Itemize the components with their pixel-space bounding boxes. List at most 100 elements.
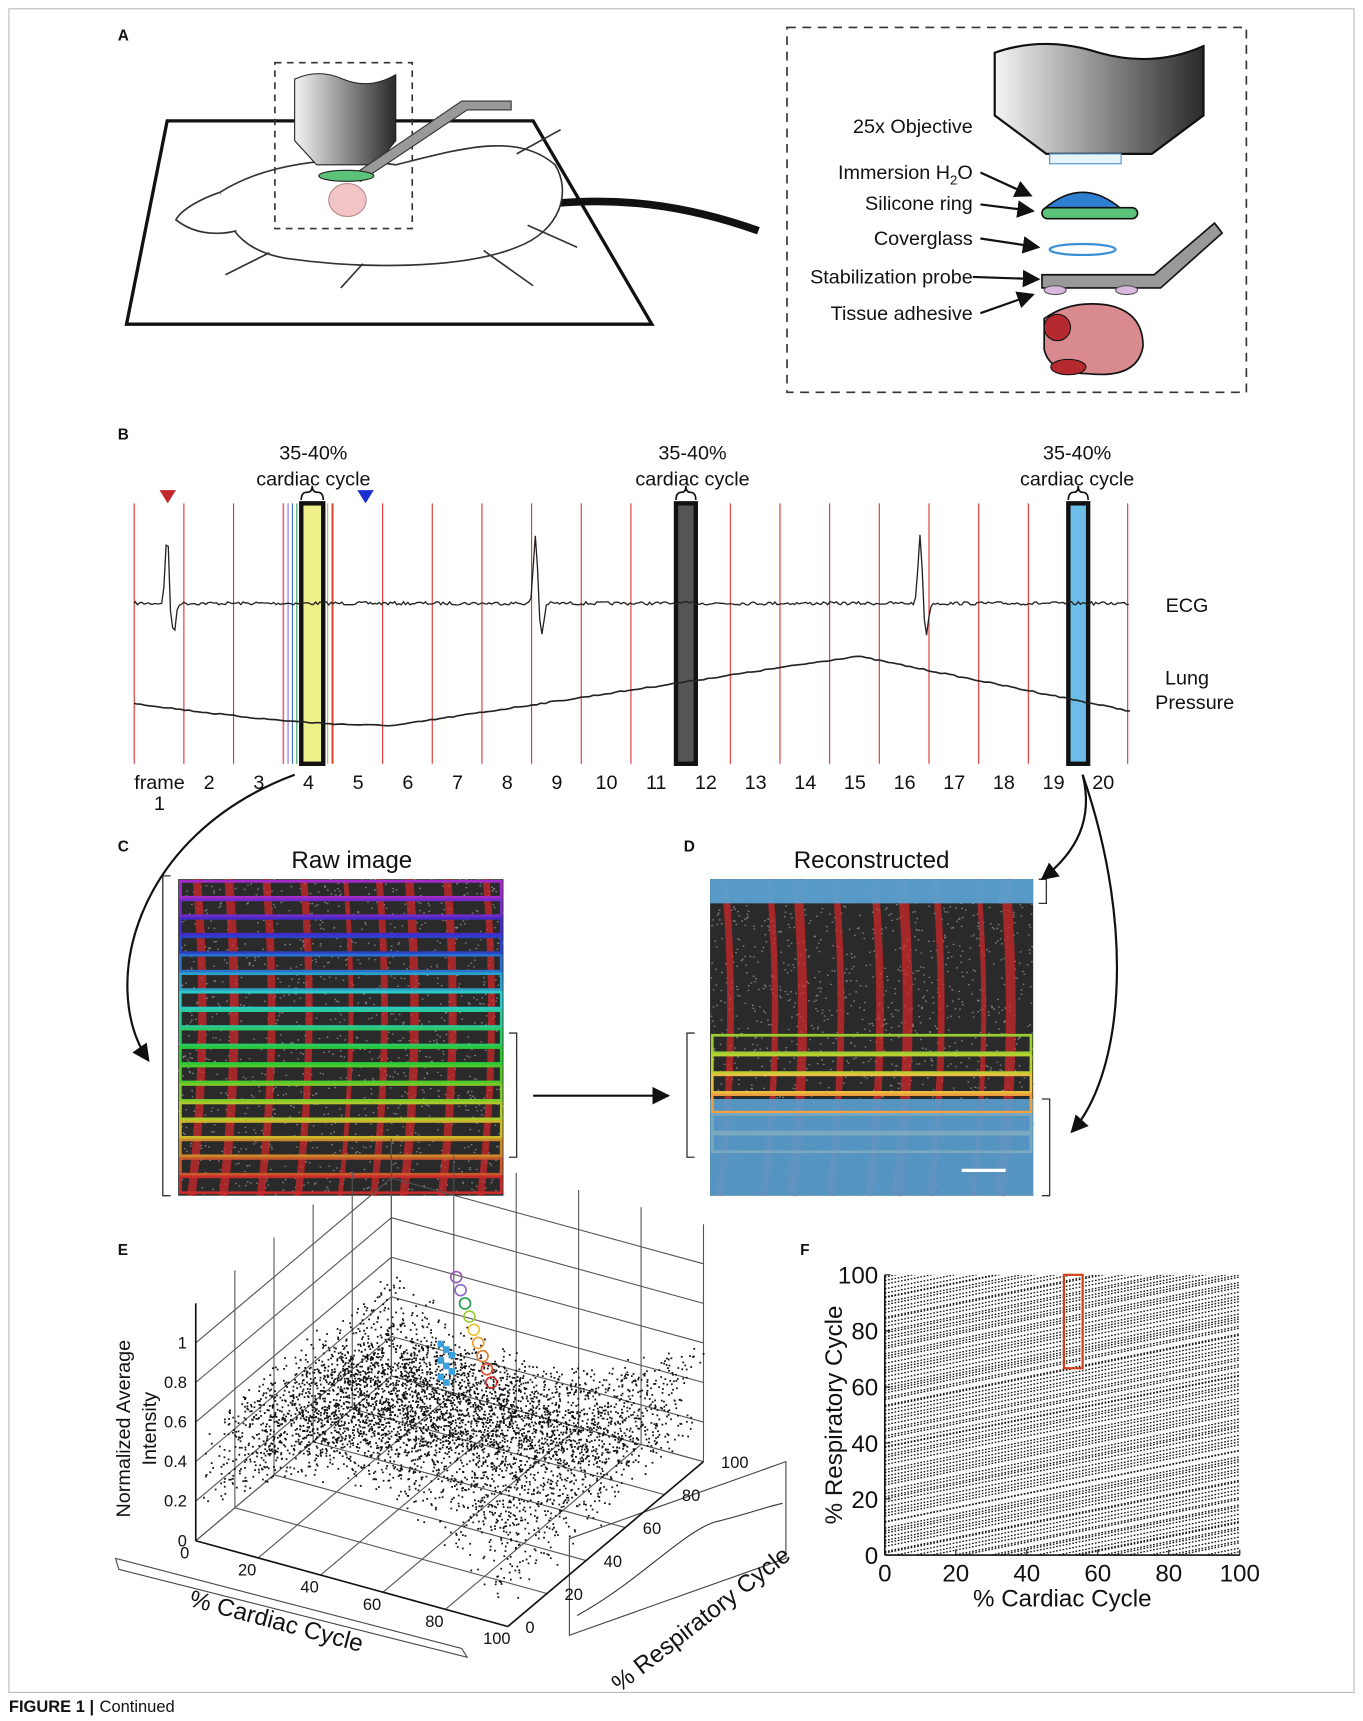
sampling-line [885,1193,1240,1264]
sampling-line [885,1203,1240,1274]
reconstructed-fill [710,879,1033,903]
z-tick-label: 0.2 [164,1493,187,1511]
label-arrows [973,173,1039,314]
x-tick-label: 60 [363,1596,381,1614]
z-tick-label: 1 [178,1334,187,1352]
window-sample [449,1352,456,1359]
z-axis-title: Normalized Average [113,1340,135,1518]
scatter-3d: 02040608010002040608010000.20.40.60.81% … [113,1139,796,1698]
grid-line [196,1218,392,1383]
sampling-line [885,1262,1240,1333]
panel-title: Reconstructed [794,847,950,874]
caption-text: Continued [100,1698,175,1716]
y-tick-label: 40 [851,1431,878,1458]
grid-line [274,1475,586,1561]
panel-label: F [800,1242,809,1259]
figure: A 25x Objective Immersion H2O Silicone r… [0,0,1363,1721]
window-sample [477,1351,488,1362]
frame-number: 4 [303,772,314,794]
y-tick-label: 80 [851,1319,878,1346]
grid-line [313,1442,625,1528]
frame-number: 16 [894,772,916,794]
frame-number: 3 [253,772,264,794]
adhesive-dot [1044,286,1066,295]
z-tick-label: 0 [178,1532,187,1550]
window-label: 35-40% [658,442,726,464]
sampling-line [885,1646,1240,1717]
grid-line [196,1178,392,1343]
coverglass [1050,244,1116,255]
heart-small [329,184,366,217]
sampling-line [885,1196,1240,1267]
marker-blue [357,490,373,503]
frame-number: 1 [154,793,165,815]
z-tick-label: 0.8 [164,1374,187,1392]
sampling-line [885,1606,1240,1677]
sampling-line [885,1442,1240,1513]
frame-number: 14 [794,772,816,794]
sampling-line [885,1514,1240,1585]
sampling-line [885,1186,1240,1257]
window-sample [443,1379,450,1386]
sampling-line [885,1226,1240,1297]
sampling-line [885,1523,1240,1594]
frame-number: 7 [452,772,463,794]
sampling-line [885,1679,1240,1721]
sampling-line [885,1275,1240,1346]
window-label: 35-40% [1043,442,1111,464]
heart-vessel [1051,359,1086,374]
frame-number: 6 [402,772,413,794]
frame-number: 18 [993,772,1015,794]
window-sample [451,1272,462,1283]
raw-image [178,879,505,1196]
x-tick-label: 80 [425,1613,443,1631]
sampling-line [885,1233,1240,1304]
window-sample [460,1298,471,1309]
sampling-line [885,1612,1240,1683]
y-tick-label: 60 [643,1520,661,1538]
label-subscript: 2 [950,173,957,188]
adhesive-dot [1116,286,1138,295]
frame-number: 9 [551,772,562,794]
frame-number: 20 [1092,772,1114,794]
frame-number: 17 [943,772,965,794]
frame-number: 10 [596,772,618,794]
panel-label: C [118,839,129,856]
y-tick-label: 0 [865,1543,878,1570]
window-label: cardiac cycle [1020,469,1134,491]
sampling-line [885,1213,1240,1284]
x-tick-label: 60 [1084,1560,1111,1587]
sampling-line [885,1241,1240,1312]
sampling-line [885,1226,1240,1297]
silicone-ring [1042,208,1138,219]
sampling-line [885,1633,1240,1704]
objective-small [295,74,396,165]
marker-red [159,490,175,503]
x-tick-label: 40 [1013,1560,1040,1587]
grid-line [391,1297,703,1383]
frame-number: 13 [745,772,767,794]
lung-label: Pressure [1155,692,1234,714]
frame-number: 11 [646,772,667,794]
z-axis-title: Intensity [139,1392,161,1466]
window-sample [449,1368,456,1375]
page-body: {"figure": { "A": {"label": "A", "object… [0,0,1363,1721]
caption: FIGURE 1 |Continued [9,1698,175,1716]
frame-number: 19 [1043,772,1065,794]
y-tick-label: 40 [604,1553,622,1571]
label-part: O [957,162,972,184]
y-tick-label: 60 [851,1375,878,1402]
label-part: Immersion H [838,162,950,184]
frame-number: 15 [844,772,866,794]
grid-line [391,1257,703,1343]
sampling-line [885,1630,1240,1701]
sampling-line [885,1206,1240,1277]
frame-number: 8 [502,772,513,794]
sampling-chart: 020406080100020406080100% Cardiac Cycle%… [821,1184,1260,1721]
panel-label: E [118,1242,128,1259]
sampling-line [885,1640,1240,1711]
ecg-label: ECG [1166,595,1209,617]
y-tick-label: 20 [565,1586,583,1604]
lung-label: Lung [1165,668,1209,690]
sampling-line [885,1671,1240,1721]
